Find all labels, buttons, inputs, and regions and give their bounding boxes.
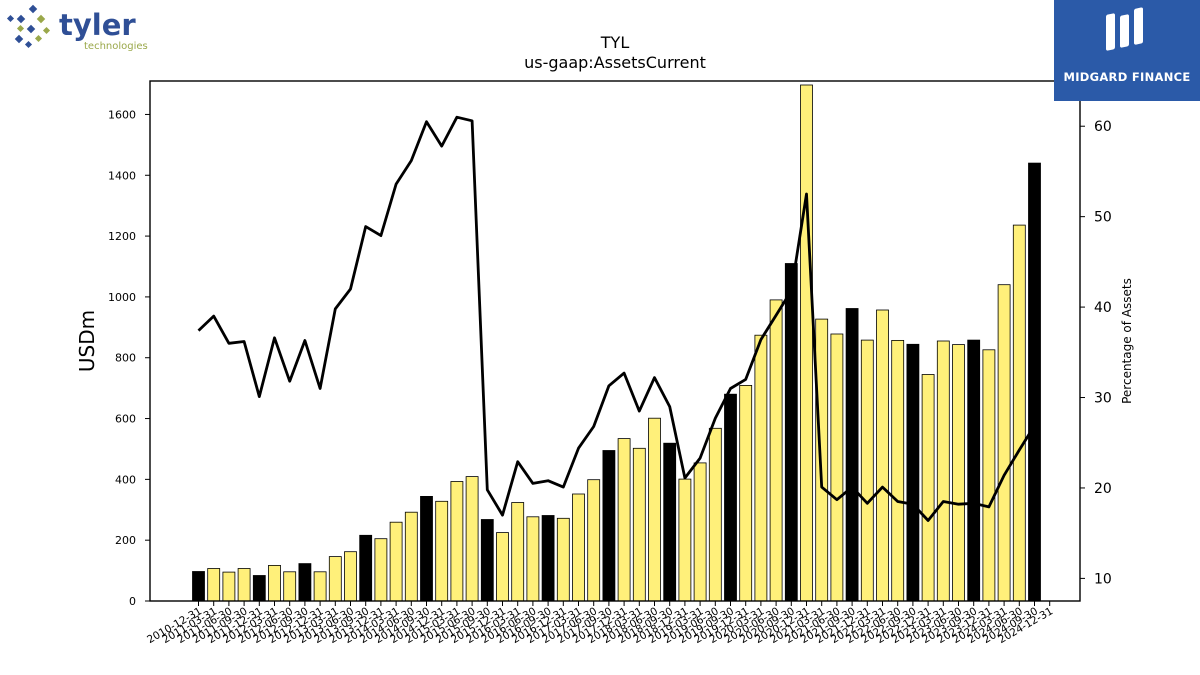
bar-2016-06-30 <box>526 516 540 602</box>
bar-2024-06-30 <box>1012 224 1026 602</box>
bar-2019-03-31 <box>693 462 707 602</box>
y-tick-label-1400: 1400 <box>108 169 136 182</box>
bar-2011-06-30 <box>222 571 236 602</box>
y2-tick-label-60: 60 <box>1094 119 1112 135</box>
bar-2017-12-31 <box>617 438 631 602</box>
bar-2015-03-31 <box>450 481 464 602</box>
bar-2020-03-31 <box>754 334 768 602</box>
bar-2024-09-30 <box>1028 162 1041 602</box>
y2-axis-label: Percentage of Assets <box>1120 278 1134 404</box>
tyler-logo-subtext: technologies <box>84 41 148 52</box>
bar-2012-12-31 <box>313 571 327 602</box>
y-tick-label-1000: 1000 <box>108 291 136 304</box>
bar-2024-03-31 <box>997 284 1011 602</box>
y2-tick-label-30: 30 <box>1094 391 1112 407</box>
bar-2018-12-31 <box>678 478 692 602</box>
y-tick-label-400: 400 <box>115 473 136 486</box>
bar-2012-06-30 <box>283 571 297 602</box>
chart-subtitle: us-gaap:AssetsCurrent <box>524 53 706 72</box>
bar-series <box>192 84 1041 602</box>
y-axis-left: 0 200 400 600 800 1000 1200 1400 1600 <box>108 108 150 608</box>
percentage-line <box>197 115 1036 522</box>
bar-2023-09-30 <box>967 339 981 602</box>
bar-2020-09-30 <box>784 263 798 602</box>
bar-2017-09-30 <box>602 450 616 602</box>
bar-2021-09-30 <box>845 308 859 602</box>
x-axis: 2010-12-312011-03-312011-06-302011-09-30… <box>145 601 1055 646</box>
y-tick-label-1600: 1600 <box>108 108 136 121</box>
bar-2022-12-31 <box>921 374 935 602</box>
y-tick-label-600: 600 <box>115 413 136 426</box>
y-tick-label-800: 800 <box>115 352 136 365</box>
bar-2018-06-30 <box>648 417 661 602</box>
bar-2015-06-30 <box>465 476 479 602</box>
bar-2011-12-31 <box>252 575 266 602</box>
bar-2023-12-31 <box>982 349 996 602</box>
bar-2021-03-31 <box>815 318 829 602</box>
bar-2019-12-31 <box>739 384 753 602</box>
bar-2011-09-30 <box>237 568 251 602</box>
bar-2011-03-31 <box>207 568 221 602</box>
y-tick-label-1200: 1200 <box>108 230 136 243</box>
tyler-logo-text: tyler <box>59 8 136 42</box>
bar-2017-03-31 <box>572 493 585 602</box>
bar-2013-03-31 <box>328 556 342 602</box>
line-series <box>197 115 1036 522</box>
bar-2018-03-31 <box>632 447 646 602</box>
chart-title: TYL <box>600 33 630 52</box>
y2-tick-label-50: 50 <box>1094 210 1112 226</box>
midgard-finance-logo: MIDGARD FINANCE <box>1054 0 1200 101</box>
bar-2010-12-31 <box>192 571 205 602</box>
tyler-logo-mark: tyler technologies <box>6 4 148 52</box>
bar-2020-12-31 <box>800 84 813 602</box>
bar-2016-12-31 <box>556 517 570 602</box>
y-axis-label: USDm <box>75 310 99 372</box>
bar-2020-06-30 <box>769 299 783 602</box>
y2-tick-label-20: 20 <box>1094 481 1112 497</box>
midgard-logo-text: MIDGARD FINANCE <box>1063 70 1191 84</box>
bar-2022-06-30 <box>891 339 905 602</box>
bar-2019-06-30 <box>708 427 722 602</box>
y-tick-label-200: 200 <box>115 534 136 547</box>
y2-tick-label-10: 10 <box>1094 571 1112 587</box>
bar-2013-06-30 <box>344 551 357 602</box>
bar-2022-09-30 <box>906 343 920 602</box>
y-tick-label-0: 0 <box>129 595 136 608</box>
bar-2022-03-31 <box>876 309 889 602</box>
bar-2023-03-31 <box>936 340 950 602</box>
bar-2014-12-31 <box>435 500 449 602</box>
bar-2013-09-30 <box>359 534 373 602</box>
bar-2017-06-30 <box>587 479 601 602</box>
bar-2016-09-30 <box>541 515 555 602</box>
bar-2015-12-31 <box>496 532 509 602</box>
bar-2019-09-30 <box>724 393 737 602</box>
tyler-logo: tyler technologies <box>4 4 154 54</box>
plot-frame <box>149 80 1081 602</box>
bar-2014-03-31 <box>389 521 403 602</box>
bar-2016-03-31 <box>511 502 525 602</box>
bar-2021-06-30 <box>830 333 844 602</box>
bar-2014-06-30 <box>404 511 418 602</box>
bar-2014-09-30 <box>420 495 433 602</box>
bar-2021-12-31 <box>860 339 874 602</box>
bar-2015-09-30 <box>480 519 494 602</box>
bar-2012-09-30 <box>298 563 312 602</box>
bar-2023-06-30 <box>952 344 965 602</box>
bar-2018-09-30 <box>663 442 677 602</box>
bar-2013-12-31 <box>374 538 388 602</box>
y2-tick-label-40: 40 <box>1094 300 1112 316</box>
midgard-logo-mark <box>1106 7 1143 51</box>
bar-2012-03-31 <box>268 565 281 602</box>
y-axis-right: 10 20 30 40 50 60 <box>1080 119 1112 587</box>
